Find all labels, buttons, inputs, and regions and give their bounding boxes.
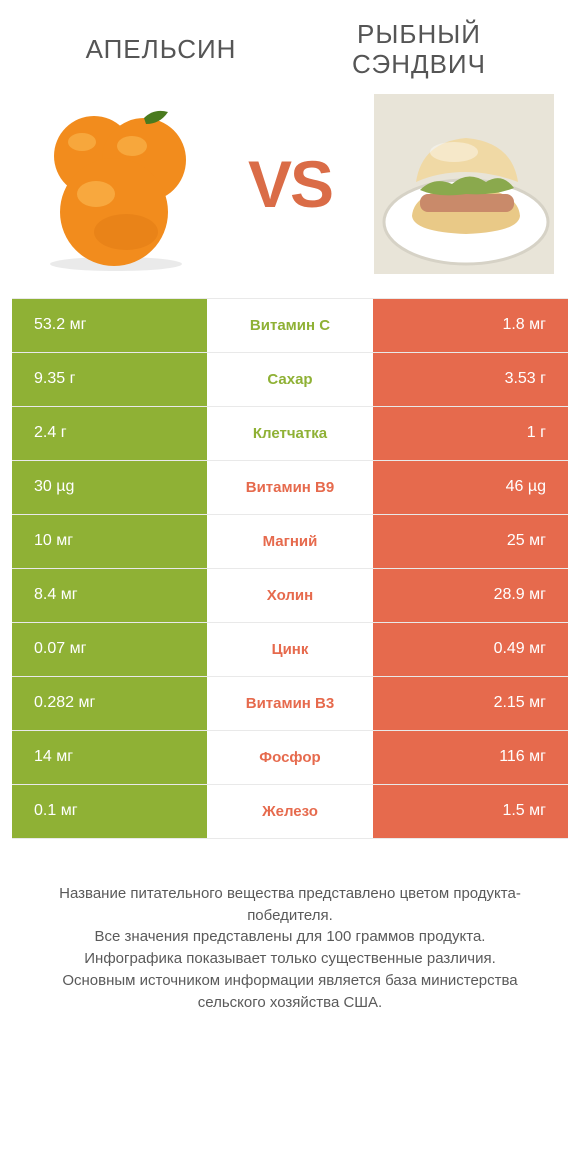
right-product-title: РЫБНЫЙ СЭНДВИЧ: [290, 20, 548, 80]
table-row: 14 мгФосфор116 мг: [12, 730, 568, 784]
right-value: 1.8 мг: [373, 299, 568, 352]
table-row: 9.35 гСахар3.53 г: [12, 352, 568, 406]
right-value: 25 мг: [373, 515, 568, 568]
left-value: 0.07 мг: [12, 623, 207, 676]
vs-label: VS: [248, 146, 332, 222]
footer-note: Название питательного вещества представл…: [12, 839, 568, 1014]
left-value: 2.4 г: [12, 407, 207, 460]
right-product-image: [374, 94, 554, 274]
right-value: 46 µg: [373, 461, 568, 514]
table-row: 2.4 гКлетчатка1 г: [12, 406, 568, 460]
right-value: 3.53 г: [373, 353, 568, 406]
footer-line: Все значения представлены для 100 граммо…: [30, 926, 550, 948]
left-value: 8.4 мг: [12, 569, 207, 622]
right-value: 116 мг: [373, 731, 568, 784]
table-row: 30 µgВитамин B946 µg: [12, 460, 568, 514]
nutrient-label: Витамин B3: [207, 677, 374, 730]
right-value: 2.15 мг: [373, 677, 568, 730]
nutrient-label: Фосфор: [207, 731, 374, 784]
comparison-infographic: АПЕЛЬСИН РЫБНЫЙ СЭНДВИЧ VS: [0, 0, 580, 1023]
left-value: 9.35 г: [12, 353, 207, 406]
right-value: 28.9 мг: [373, 569, 568, 622]
left-product-image: [26, 94, 206, 274]
table-row: 53.2 мгВитамин C1.8 мг: [12, 298, 568, 352]
right-value: 1.5 мг: [373, 785, 568, 838]
left-value: 53.2 мг: [12, 299, 207, 352]
footer-line: Основным источником информации является …: [30, 970, 550, 1014]
table-row: 0.1 мгЖелезо1.5 мг: [12, 784, 568, 838]
footer-line: Инфографика показывает только существенн…: [30, 948, 550, 970]
nutrient-label: Железо: [207, 785, 374, 838]
nutrient-label: Магний: [207, 515, 374, 568]
left-value: 30 µg: [12, 461, 207, 514]
nutrient-label: Холин: [207, 569, 374, 622]
nutrient-label: Сахар: [207, 353, 374, 406]
left-value: 10 мг: [12, 515, 207, 568]
nutrient-label: Витамин C: [207, 299, 374, 352]
left-value: 14 мг: [12, 731, 207, 784]
right-value: 1 г: [373, 407, 568, 460]
comparison-table: 53.2 мгВитамин C1.8 мг9.35 гСахар3.53 г2…: [12, 298, 568, 839]
nutrient-label: Цинк: [207, 623, 374, 676]
left-product-title: АПЕЛЬСИН: [32, 35, 290, 65]
nutrient-label: Витамин B9: [207, 461, 374, 514]
table-row: 0.282 мгВитамин B32.15 мг: [12, 676, 568, 730]
table-row: 8.4 мгХолин28.9 мг: [12, 568, 568, 622]
right-value: 0.49 мг: [373, 623, 568, 676]
footer-line: Название питательного вещества представл…: [30, 883, 550, 927]
header-row: АПЕЛЬСИН РЫБНЫЙ СЭНДВИЧ: [12, 10, 568, 94]
nutrient-label: Клетчатка: [207, 407, 374, 460]
images-row: VS: [12, 94, 568, 298]
table-row: 0.07 мгЦинк0.49 мг: [12, 622, 568, 676]
left-value: 0.1 мг: [12, 785, 207, 838]
left-value: 0.282 мг: [12, 677, 207, 730]
table-row: 10 мгМагний25 мг: [12, 514, 568, 568]
